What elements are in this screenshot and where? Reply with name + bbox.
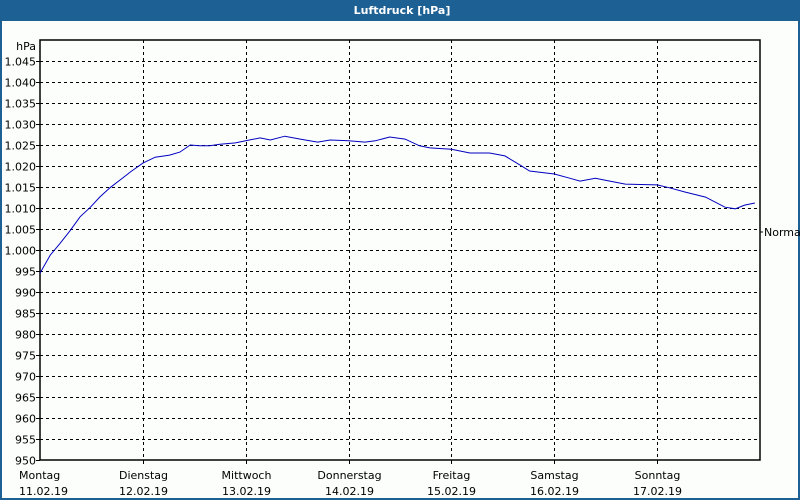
grid-lines [40,40,760,460]
y-tick-label: 1.045 [5,56,37,69]
y-tick-label: 1.030 [5,119,37,132]
x-tick-day: Dienstag [119,469,168,482]
x-tick-date: 14.02.19 [325,485,374,498]
y-tick-label: 1.035 [5,98,37,111]
y-tick-label: 985 [15,308,36,321]
normal-label: Normal [764,226,800,239]
x-tick-day: Freitag [433,469,471,482]
x-tick-day: Montag [19,469,60,482]
y-tick-label: 970 [15,371,36,384]
y-tick-label: 950 [15,455,36,468]
x-tick-date: 13.02.19 [222,485,271,498]
y-tick-label: 1.025 [5,140,37,153]
pressure-line [39,135,755,274]
y-axis-unit-label: hPa [16,40,36,53]
y-tick-label: 960 [15,413,36,426]
x-tick-date: 12.02.19 [119,485,168,498]
y-tick-label: 1.015 [5,182,37,195]
y-tick-label: 990 [15,287,36,300]
x-tick-day: Mittwoch [222,469,272,482]
chart-title: Luftdruck [hPa] [2,0,800,21]
y-tick-label: 1.040 [5,77,37,90]
x-tick-date: 16.02.19 [530,485,579,498]
y-axis-ticks: 950 955 960 965 970 975 980 985 990 995 1.000 1.005… [5,56,40,468]
plot-frame [39,39,761,461]
x-tick-day: Sonntag [635,469,681,482]
x-tick-day: Donnerstag [317,469,381,482]
y-tick-label: 975 [15,350,36,363]
y-tick-label: 1.020 [5,161,37,174]
y-tick-label: 965 [15,392,36,405]
x-tick-date: 17.02.19 [633,485,682,498]
y-tick-label: 1.010 [5,203,37,216]
x-tick-day: Samstag [530,469,578,482]
y-tick-label: 980 [15,329,36,342]
y-tick-label: 1.000 [5,245,37,258]
y-tick-label: 995 [15,266,36,279]
x-tick-date: 15.02.19 [427,485,476,498]
y-tick-label: 955 [15,434,36,447]
x-tick-date: 11.02.19 [19,485,68,498]
y-tick-label: 1.005 [5,224,37,237]
x-axis-ticks: Montag 11.02.19 Dienstag 12.02.19 Mittwoch 13… [19,460,682,498]
